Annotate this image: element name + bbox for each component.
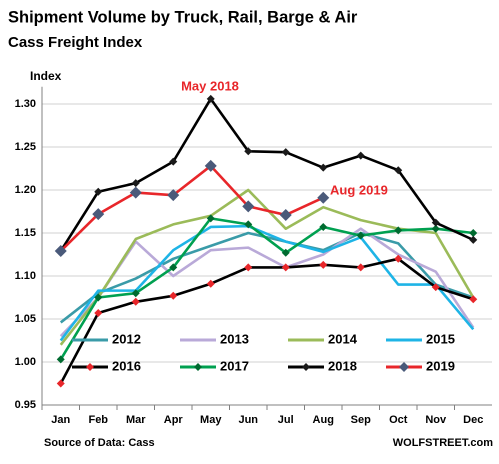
legend-label: 2012	[112, 331, 141, 346]
legend-label: 2018	[328, 358, 357, 373]
series-line	[59, 257, 474, 385]
x-tick-label: Mar	[126, 414, 146, 426]
series-line	[59, 217, 474, 361]
series-marker	[56, 379, 65, 388]
legend-marker	[86, 363, 94, 371]
series-marker	[356, 231, 365, 240]
series-marker	[279, 208, 292, 221]
series-marker	[319, 222, 328, 231]
series-marker	[469, 235, 478, 244]
annotation: Aug 2019	[330, 182, 388, 197]
series-marker	[169, 263, 178, 272]
series-marker	[469, 295, 478, 304]
x-tick-label: Dec	[463, 414, 483, 426]
annotation: May 2018	[181, 78, 239, 93]
series-marker	[56, 355, 65, 364]
series-marker	[281, 248, 290, 257]
series-marker	[319, 163, 328, 172]
legend-label: 2019	[426, 358, 455, 373]
series-marker	[244, 147, 253, 156]
series-marker	[244, 263, 253, 272]
series-marker	[431, 224, 440, 233]
series-marker	[244, 220, 253, 229]
x-tick-label: Nov	[425, 414, 447, 426]
series-marker	[317, 191, 330, 204]
series-marker	[281, 148, 290, 157]
legend-marker	[399, 362, 409, 372]
x-tick-label: May	[200, 414, 222, 426]
series-marker	[92, 208, 105, 221]
x-tick-label: Oct	[389, 414, 408, 426]
series-marker	[206, 214, 215, 223]
series-marker	[319, 260, 328, 269]
x-tick-label: Aug	[313, 414, 334, 426]
legend-label: 2017	[220, 358, 249, 373]
series-marker	[167, 189, 180, 202]
chart-subtitle: Cass Freight Index	[8, 34, 143, 51]
series-marker	[394, 166, 403, 175]
series-marker	[129, 186, 142, 199]
y-tick-label: 1.00	[15, 356, 36, 368]
series-marker	[169, 157, 178, 166]
y-tick-label: 1.20	[15, 184, 36, 196]
legend-label: 2013	[220, 331, 249, 346]
source: Source of Data: Cass	[44, 437, 155, 449]
x-tick-label: Apr	[164, 414, 184, 426]
series-marker	[281, 263, 290, 272]
series-marker	[206, 279, 215, 288]
y-tick-label: 1.15	[15, 227, 36, 239]
series-marker	[356, 263, 365, 272]
x-tick-label: Feb	[88, 414, 108, 426]
series-marker	[431, 218, 440, 227]
y-tick-label: 0.95	[15, 399, 36, 411]
x-tick-label: Sep	[351, 414, 371, 426]
series-line	[59, 231, 474, 324]
series-marker	[431, 283, 440, 292]
legend-marker	[194, 363, 202, 371]
x-tick-label: Jan	[51, 414, 70, 426]
series-marker	[94, 293, 103, 302]
credit: WOLFSTREET.com	[393, 437, 493, 449]
legend-label: 2014	[328, 331, 358, 346]
series-marker	[469, 229, 478, 237]
series-marker	[54, 245, 67, 258]
series-marker	[242, 200, 255, 213]
series-marker	[131, 297, 140, 306]
x-tick-label: Jun	[238, 414, 258, 426]
series-marker	[94, 187, 103, 196]
series-line	[59, 164, 324, 252]
y-tick-label: 1.30	[15, 98, 36, 110]
y-axis-label: Index	[30, 69, 62, 83]
chart-title: Shipment Volume by Truck, Rail, Barge & …	[8, 8, 358, 26]
legend-marker	[302, 363, 310, 371]
series-line	[59, 97, 474, 252]
legend-label: 2016	[112, 358, 141, 373]
y-tick-label: 1.05	[15, 313, 36, 325]
y-tick-label: 1.10	[15, 270, 36, 282]
series-marker	[131, 179, 140, 188]
legend-label: 2015	[426, 331, 455, 346]
series-marker	[204, 159, 217, 172]
series-line	[59, 224, 475, 342]
series-marker	[169, 291, 178, 300]
y-tick-label: 1.25	[15, 141, 36, 153]
series-marker	[206, 94, 215, 103]
series-marker	[394, 254, 403, 263]
series-marker	[131, 289, 140, 298]
x-tick-label: Jul	[278, 414, 294, 426]
series-marker	[356, 151, 365, 160]
series-marker	[94, 308, 103, 317]
series-marker	[394, 226, 403, 235]
